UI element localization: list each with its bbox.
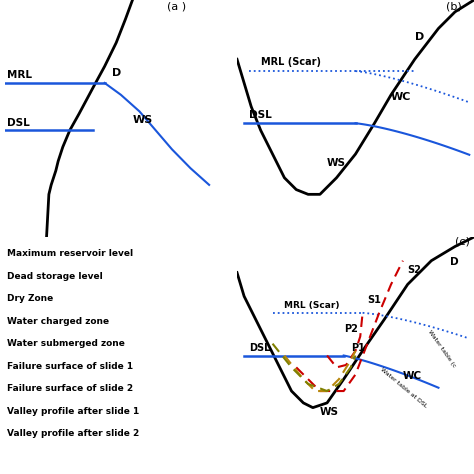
Text: DSL: DSL — [249, 343, 270, 353]
Text: Dead storage level: Dead storage level — [7, 272, 103, 281]
Text: Valley profile after slide 2: Valley profile after slide 2 — [7, 429, 139, 438]
Text: WC: WC — [391, 91, 411, 101]
Text: S1: S1 — [367, 295, 381, 305]
Text: Failure surface of slide 1: Failure surface of slide 1 — [7, 362, 133, 371]
Text: D: D — [450, 257, 459, 267]
Text: Water table at DSL: Water table at DSL — [379, 367, 428, 409]
Text: S2: S2 — [408, 264, 421, 274]
Text: Water charged zone: Water charged zone — [7, 317, 109, 326]
Text: Dry Zone: Dry Zone — [7, 294, 54, 303]
Text: WS: WS — [320, 407, 339, 417]
Text: (c): (c) — [455, 236, 470, 246]
Text: MRL: MRL — [7, 70, 32, 80]
Text: WS: WS — [132, 115, 153, 125]
Text: Valley profile after slide 1: Valley profile after slide 1 — [7, 407, 139, 416]
Text: WC: WC — [403, 371, 422, 381]
Text: (b): (b) — [446, 1, 461, 11]
Text: DSL: DSL — [7, 118, 30, 128]
Text: Water submerged zone: Water submerged zone — [7, 339, 125, 348]
Text: MRL (Scar): MRL (Scar) — [261, 57, 321, 67]
Text: MRL (Scar): MRL (Scar) — [284, 301, 340, 310]
Text: Failure surface of slide 2: Failure surface of slide 2 — [7, 384, 133, 393]
Text: WS: WS — [327, 158, 346, 168]
Text: DSL: DSL — [249, 110, 272, 120]
Text: P1: P1 — [351, 343, 365, 353]
Text: Water table (c: Water table (c — [427, 329, 456, 368]
Text: D: D — [415, 32, 424, 42]
Text: D: D — [111, 68, 121, 78]
Text: (a ): (a ) — [167, 1, 186, 11]
Text: P2: P2 — [344, 324, 357, 334]
Text: Maximum reservoir level: Maximum reservoir level — [7, 249, 133, 258]
